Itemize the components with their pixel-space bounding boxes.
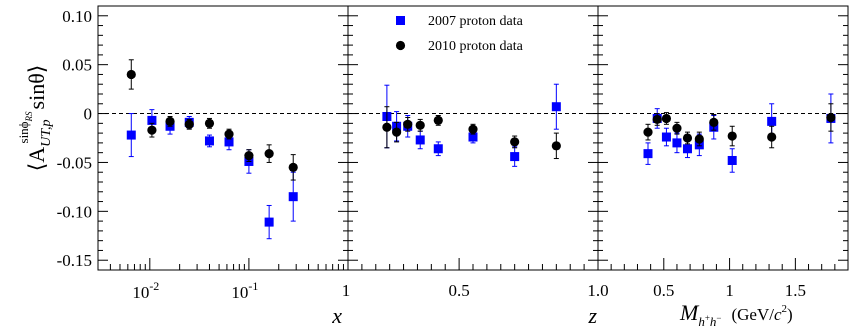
data-point-2010: [727, 131, 737, 141]
y-tick-label: -0.15: [57, 251, 92, 270]
data-point-2007: [264, 217, 274, 227]
data-point-2007: [767, 116, 777, 126]
y-tick-label: 0.10: [62, 7, 92, 26]
data-point-2010: [643, 127, 653, 137]
data-point-2010: [433, 115, 443, 125]
x3-sub1: h: [698, 314, 705, 329]
data-point-2007: [672, 138, 682, 148]
x-tick-label: 1.0: [587, 281, 608, 300]
data-point-2010: [415, 120, 425, 130]
panel-frame: [597, 5, 849, 271]
data-point-2007: [415, 135, 425, 145]
data-point-2010: [392, 127, 402, 137]
y-tick-label: 0: [84, 105, 93, 124]
series-2007: [643, 93, 836, 173]
data-point-2007: [727, 155, 737, 165]
x-tick-label: 0.5: [448, 281, 469, 300]
data-point-2010: [224, 129, 234, 139]
data-point-2010: [468, 124, 478, 134]
data-point-2010: [264, 149, 274, 159]
data-point-2010: [126, 69, 136, 80]
y-axis-title: ⟨AUT,p sinϕRS sinθ⟩: [16, 65, 54, 172]
y-title-close: ⟩: [24, 65, 49, 74]
data-point-2010: [709, 117, 719, 127]
series-2010: [643, 103, 836, 149]
legend: 2007 proton data 2010 proton data: [395, 14, 524, 54]
y-tick-label: -0.05: [57, 153, 92, 172]
y-tick-label: -0.10: [57, 202, 92, 221]
data-point-2010: [403, 119, 413, 129]
data-point-2010: [165, 116, 175, 126]
series-2010: [126, 59, 298, 181]
legend-marker-2010: [395, 40, 406, 51]
x-tick-label: 1: [725, 281, 734, 300]
panel-3: 0.5 1 1.5: [597, 5, 849, 300]
x3-sub2: h: [710, 314, 717, 329]
data-point-2007: [661, 132, 671, 142]
y-title-sup: sinϕ: [16, 121, 31, 143]
data-point-2007: [468, 132, 478, 142]
x3-units-close: ): [787, 305, 793, 324]
data-point-2007: [643, 149, 653, 159]
y-tick-label: 0.05: [62, 56, 92, 75]
x3-units-open: (GeV/: [731, 305, 774, 324]
svg-text:⟨AUT,psinϕRSsinθ⟩: ⟨AUT,p sinϕRS sinθ⟩: [16, 65, 54, 172]
x3-sup2: −: [716, 313, 721, 323]
data-point-2010: [204, 118, 215, 128]
x-axis-title-panel3: Mh+h− (GeV/c2): [679, 300, 793, 329]
x-tick-label: 0.5: [653, 281, 674, 300]
x3-sup1: +: [705, 313, 710, 323]
data-point-2010: [661, 113, 672, 124]
data-point-2007: [510, 152, 520, 162]
x-tick-label: 10-2: [132, 279, 159, 302]
y-title-sup-sub: RS: [24, 111, 34, 122]
data-point-2007: [433, 144, 443, 154]
x-tick-label: 1: [342, 281, 351, 300]
x-axis-title-panel2: z: [587, 303, 597, 328]
data-point-2007: [126, 130, 136, 140]
data-point-2007: [551, 102, 561, 112]
x3-main: M: [679, 300, 700, 325]
svg-text:Mh+h−(GeV/c2): Mh+h− (GeV/c2): [679, 300, 793, 329]
legend-label-2007: 2007 proton data: [428, 14, 524, 29]
panel-2: 0.5 1.0: [347, 5, 609, 300]
data-point-2010: [244, 151, 254, 161]
series-2010: [382, 106, 561, 160]
data-point-2010: [510, 137, 520, 147]
data-point-2010: [551, 141, 561, 151]
x-axis-title-panel1: x: [331, 303, 342, 328]
data-point-2010: [652, 114, 662, 125]
data-point-2007: [224, 137, 234, 147]
y-title-sin: sinθ: [24, 73, 49, 109]
data-point-2010: [682, 133, 693, 143]
data-point-2010: [288, 162, 298, 172]
data-point-2010: [826, 112, 836, 123]
data-point-2010: [184, 119, 194, 129]
x-tick-label: 10-1: [231, 279, 258, 302]
legend-marker-2007: [396, 16, 405, 25]
data-point-2007: [682, 144, 692, 154]
x-tick-label: 1.5: [785, 281, 806, 300]
y-title-main: ⟨A: [24, 147, 49, 172]
data-point-2007: [204, 136, 214, 146]
x3-units-exp: 2: [782, 303, 788, 315]
panel-1: 10-2 10-1 1: [97, 5, 351, 302]
data-point-2010: [147, 125, 157, 135]
data-point-2007: [288, 192, 298, 202]
data-point-2007: [147, 115, 157, 125]
x3-units-c: c: [774, 305, 782, 324]
data-point-2010: [382, 122, 392, 132]
legend-label-2010: 2010 proton data: [428, 39, 524, 54]
data-point-2010: [672, 123, 682, 133]
y-title-sub: UT,p: [39, 119, 54, 146]
data-point-2010: [694, 134, 704, 144]
data-point-2010: [767, 132, 777, 142]
